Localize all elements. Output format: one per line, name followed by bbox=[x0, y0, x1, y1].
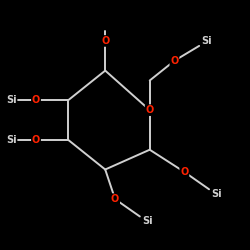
Text: Si: Si bbox=[142, 216, 152, 226]
Text: O: O bbox=[32, 135, 40, 145]
Text: O: O bbox=[101, 36, 109, 46]
Text: O: O bbox=[146, 105, 154, 115]
Text: Si: Si bbox=[211, 189, 222, 199]
Text: O: O bbox=[180, 167, 188, 177]
Text: O: O bbox=[111, 194, 119, 204]
Text: Si: Si bbox=[201, 36, 212, 46]
Text: Si: Si bbox=[6, 95, 16, 105]
Text: O: O bbox=[32, 95, 40, 105]
Text: Si: Si bbox=[6, 135, 16, 145]
Text: O: O bbox=[170, 56, 178, 66]
